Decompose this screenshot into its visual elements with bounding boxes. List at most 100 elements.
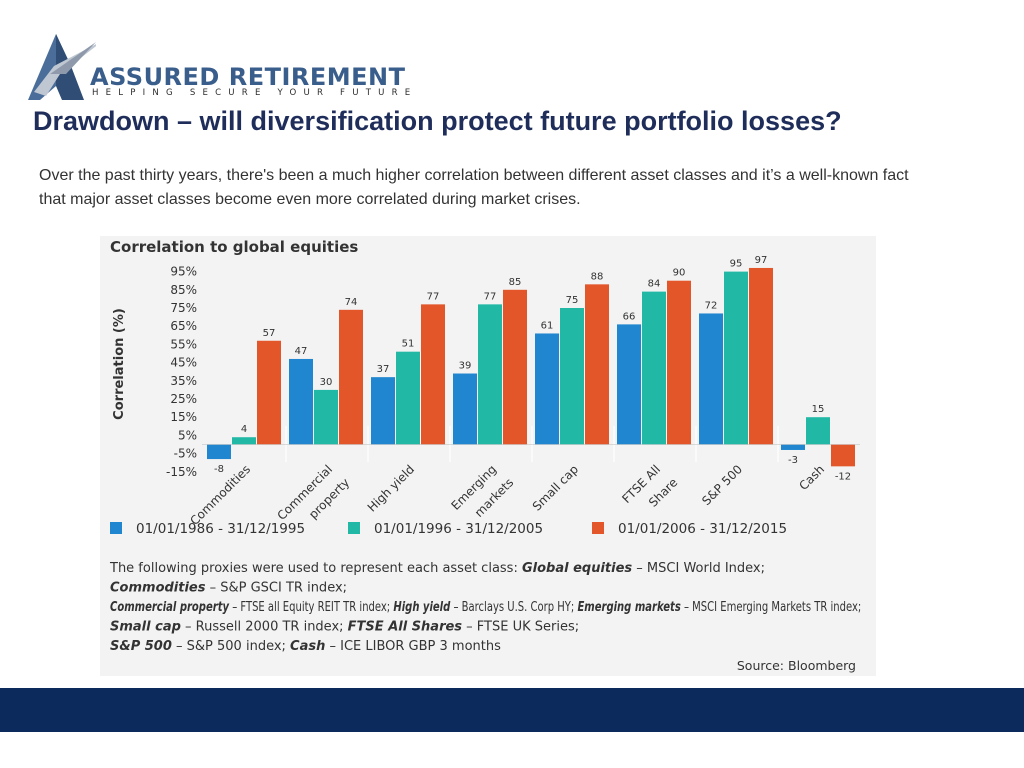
bar <box>642 291 666 445</box>
bar <box>831 444 855 467</box>
data-label: 51 <box>402 339 415 350</box>
y-tick-label: 85% <box>170 283 197 297</box>
proxy-description: – S&P GSCI TR index; <box>205 581 347 596</box>
y-tick-label: 5% <box>178 428 197 442</box>
x-tick-label: S&P 500 <box>699 462 745 508</box>
data-label: 72 <box>705 300 718 311</box>
brand-tagline: HELPING SECURE YOUR FUTURE <box>92 88 418 98</box>
page-title: Drawdown – will diversification protect … <box>33 106 842 136</box>
proxy-description: – S&P 500 index; <box>172 639 290 654</box>
data-label: 77 <box>484 291 497 302</box>
bar <box>749 267 773 445</box>
y-tick-label: 15% <box>170 410 197 424</box>
data-label: 61 <box>541 320 554 331</box>
intro-paragraph: Over the past thirty years, there's been… <box>39 167 909 208</box>
proxy-description: – FTSE UK Series; <box>462 620 579 635</box>
data-label: 77 <box>427 291 440 302</box>
bar <box>806 417 830 445</box>
bar <box>396 351 420 445</box>
logo-mountain-icon <box>28 34 96 100</box>
proxy-asset-name: High yield <box>393 599 451 615</box>
y-tick-label: 35% <box>170 374 197 388</box>
bar <box>232 437 256 445</box>
y-tick-label: 25% <box>170 392 197 406</box>
bar <box>667 280 691 445</box>
proxy-description: – FTSE all Equity REIT TR index; <box>229 599 393 615</box>
proxy-asset-name: Small cap <box>110 620 181 635</box>
bar <box>535 333 559 445</box>
y-tick-label: -5% <box>174 447 197 461</box>
x-tick-label: Cash <box>796 462 827 493</box>
proxy-note-line: Small cap – Russell 2000 TR index; FTSE … <box>110 620 579 635</box>
data-label: 90 <box>673 268 686 279</box>
legend-swatch <box>348 522 360 534</box>
x-tick-label: Small cap <box>530 462 581 513</box>
data-label: 15 <box>812 404 825 415</box>
legend-swatch <box>110 522 122 534</box>
legend-label: 01/01/1986 - 31/12/1995 <box>136 521 305 537</box>
proxy-asset-name: Commodities <box>110 581 206 596</box>
proxy-description: The following proxies were used to repre… <box>109 561 522 576</box>
proxy-note-line: The following proxies were used to repre… <box>109 561 765 576</box>
bar <box>289 358 313 445</box>
data-label: 88 <box>591 271 604 282</box>
data-label: 75 <box>566 295 579 306</box>
proxy-description: – ICE LIBOR GBP 3 months <box>325 639 501 654</box>
y-tick-label: 75% <box>170 301 197 315</box>
proxy-asset-name: Global equities <box>522 561 632 576</box>
chart-panel: Correlation to global equities 95% 85% 75% 6… <box>100 236 876 676</box>
proxy-asset-name: Cash <box>290 639 325 654</box>
proxy-asset-name: Commercial property <box>110 599 229 615</box>
bar <box>421 304 445 445</box>
data-label: -3 <box>788 455 798 466</box>
proxy-description: – MSCI World Index; <box>632 561 765 576</box>
data-label: 57 <box>263 328 276 339</box>
bar <box>314 389 338 445</box>
y-tick-label: 45% <box>170 356 197 370</box>
proxy-note-line: Commodities – S&P GSCI TR index; <box>110 581 347 596</box>
proxy-asset-name: Emerging markets <box>577 599 680 615</box>
legend-label: 01/01/1996 - 31/12/2005 <box>374 521 543 537</box>
bar <box>371 377 395 445</box>
brand-name: ASSURED RETIREMENT <box>90 63 406 91</box>
correlation-chart: Correlation to global equities 95% 85% 75% 6… <box>109 238 861 673</box>
data-label: 47 <box>295 346 308 357</box>
legend-label: 01/01/2006 - 31/12/2015 <box>618 521 787 537</box>
y-tick-label: 65% <box>170 319 197 333</box>
x-tick-label: High yield <box>365 462 417 514</box>
data-label: 66 <box>623 311 636 322</box>
y-axis-label: Correlation (%) <box>112 308 127 420</box>
bar <box>585 284 609 445</box>
bar <box>617 324 641 445</box>
footer-band <box>0 688 1024 732</box>
legend-swatch <box>592 522 604 534</box>
bar <box>503 289 527 445</box>
y-tick-label: -15% <box>166 465 197 479</box>
proxy-description: – Barclays U.S. Corp HY; <box>450 599 577 615</box>
data-label: 4 <box>241 424 247 435</box>
data-label: -12 <box>835 471 851 482</box>
data-label: 84 <box>648 279 661 290</box>
data-label: 85 <box>509 277 522 288</box>
bar <box>699 313 723 445</box>
bar <box>478 304 502 445</box>
brand-logo: ASSURED RETIREMENT HELPING SECURE YOUR F… <box>26 30 416 102</box>
bar <box>560 308 584 445</box>
data-label: 39 <box>459 361 472 372</box>
data-label: 95 <box>730 259 743 270</box>
bar <box>339 309 363 445</box>
proxy-description: – MSCI Emerging Markets TR index; <box>681 599 861 615</box>
bar <box>257 340 281 445</box>
bar <box>781 444 805 450</box>
data-label: 37 <box>377 364 390 375</box>
y-tick-label: 95% <box>170 265 197 279</box>
bar <box>207 444 231 460</box>
data-label: 30 <box>320 377 333 388</box>
data-label: -8 <box>214 464 224 475</box>
bar <box>453 373 477 445</box>
bar <box>724 271 748 445</box>
data-label: 74 <box>345 297 358 308</box>
chart-source: Source: Bloomberg <box>737 658 856 673</box>
proxy-description: – Russell 2000 TR index; <box>181 620 348 635</box>
chart-title: Correlation to global equities <box>110 238 358 256</box>
